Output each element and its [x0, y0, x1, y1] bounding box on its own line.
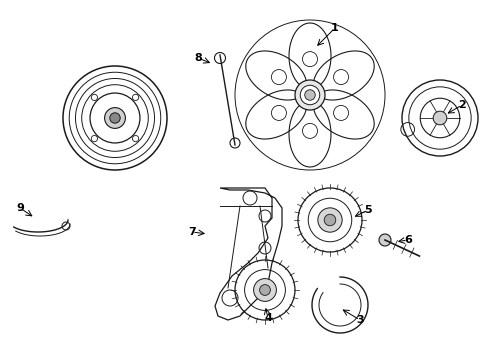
Circle shape [253, 279, 276, 301]
Circle shape [300, 85, 319, 105]
Circle shape [324, 214, 335, 226]
Text: 6: 6 [403, 235, 411, 245]
Text: 5: 5 [364, 205, 371, 215]
Circle shape [378, 234, 390, 246]
Circle shape [110, 113, 120, 123]
Text: 2: 2 [457, 100, 465, 110]
Text: 4: 4 [264, 313, 271, 323]
Circle shape [294, 80, 325, 110]
Circle shape [317, 208, 342, 232]
Text: 3: 3 [355, 315, 363, 325]
Text: 1: 1 [330, 23, 338, 33]
Text: 8: 8 [194, 53, 202, 63]
Text: 7: 7 [188, 227, 196, 237]
Circle shape [104, 108, 125, 129]
Circle shape [259, 285, 270, 296]
Circle shape [304, 90, 315, 100]
Text: 9: 9 [16, 203, 24, 213]
Circle shape [432, 111, 446, 125]
